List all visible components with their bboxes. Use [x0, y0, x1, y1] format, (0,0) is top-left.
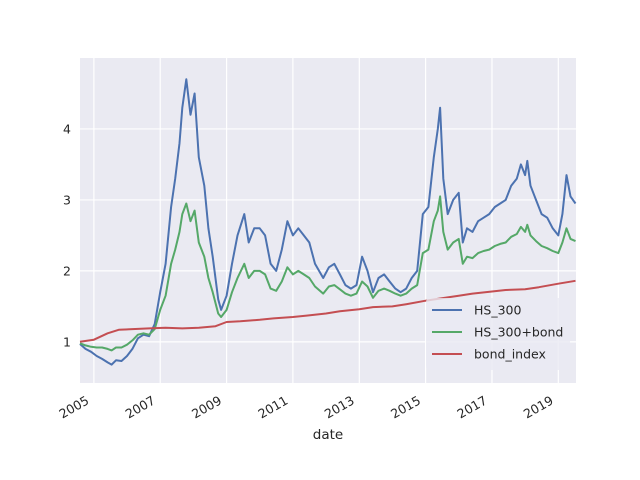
series-line-HS_300+bond: [79, 195, 576, 352]
x-tick-label: 2017: [454, 393, 489, 422]
x-axis-ticks: 2005 2007 2009 2011 2013 2015 2017 2019: [56, 393, 555, 422]
legend: HS_300 HS_300+bond bond_index: [426, 298, 570, 370]
legend-label: HS_300: [474, 303, 521, 318]
x-tick-label: 2011: [255, 393, 290, 422]
y-tick-label: 4: [63, 121, 71, 136]
y-tick-label: 1: [63, 334, 71, 349]
x-tick-label: 2015: [388, 393, 423, 422]
legend-box: [426, 298, 570, 370]
y-tick-label: 3: [63, 192, 71, 207]
y-tick-label: 2: [63, 263, 71, 278]
series-lines: [79, 78, 577, 366]
series-line-bond_index: [79, 279, 576, 343]
x-tick-label: 2019: [521, 393, 556, 422]
y-axis-ticks: 1 2 3 4: [63, 121, 71, 349]
x-tick-label: 2009: [189, 393, 224, 422]
series-line-HS_300: [79, 78, 577, 366]
x-axis-title: date: [313, 427, 343, 443]
x-tick-label: 2005: [56, 393, 91, 422]
x-tick-label: 2013: [322, 393, 357, 422]
x-tick-label: 2007: [123, 393, 158, 422]
legend-label: bond_index: [474, 347, 546, 362]
legend-label: HS_300+bond: [474, 325, 563, 340]
